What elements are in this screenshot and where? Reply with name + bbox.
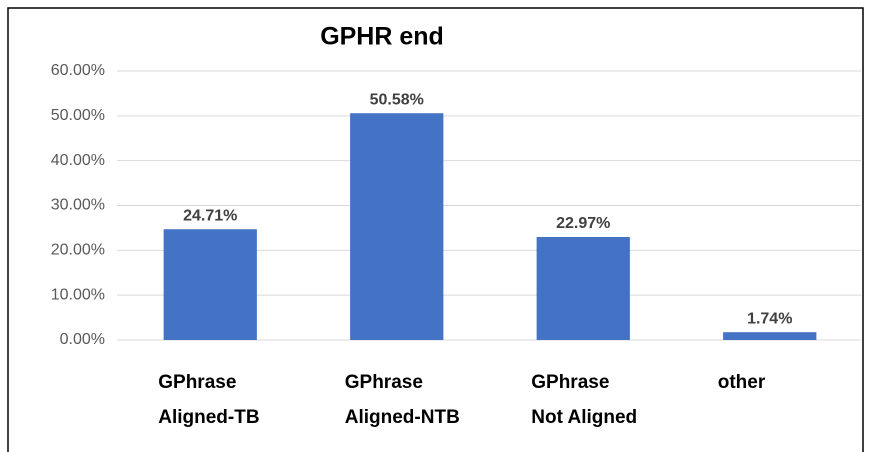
- y-tick-label: 40.00%: [51, 152, 105, 169]
- bar: [350, 113, 444, 340]
- data-label: 1.74%: [747, 310, 792, 327]
- x-tick-label: Aligned-NTB: [345, 407, 460, 428]
- chart-border: [7, 7, 864, 452]
- data-label: 50.58%: [370, 91, 424, 108]
- x-tick-label: GPhrase: [158, 372, 236, 393]
- x-tick-label: GPhrase: [531, 372, 609, 393]
- bar: [723, 332, 817, 340]
- bar: [536, 237, 630, 340]
- x-tick-label: GPhrase: [345, 372, 423, 393]
- data-label: 24.71%: [183, 207, 237, 224]
- y-tick-label: 30.00%: [51, 197, 105, 214]
- y-tick-label: 50.00%: [51, 107, 105, 124]
- chart-title: GPHR end: [320, 23, 444, 51]
- data-label: 22.97%: [556, 215, 610, 232]
- y-tick-label: 60.00%: [51, 62, 105, 79]
- bar: [163, 229, 257, 340]
- x-tick-label: other: [718, 372, 766, 393]
- y-tick-label: 0.00%: [60, 331, 105, 348]
- x-tick-label: Aligned-TB: [158, 407, 259, 428]
- x-tick-label: Not Aligned: [531, 407, 637, 428]
- y-tick-label: 20.00%: [51, 242, 105, 259]
- y-tick-label: 10.00%: [51, 286, 105, 303]
